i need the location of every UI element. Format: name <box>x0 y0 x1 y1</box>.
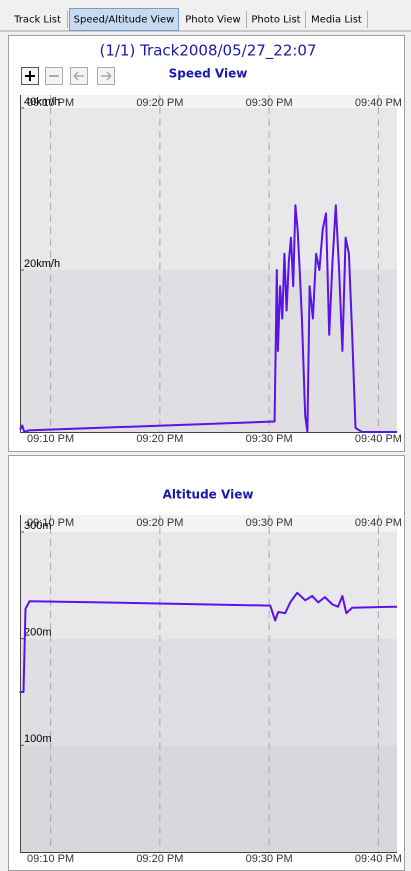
x-tick-label-top: 09:30 PM <box>246 517 293 529</box>
scroll-right-button[interactable] <box>97 67 115 85</box>
x-tick-label-top: 09:40 PM <box>355 97 402 109</box>
chart: Speed View 09:10 PM 09:10 PM 09:20 PM 09:20 … <box>19 67 402 445</box>
chart-title: Altitude View <box>163 488 254 502</box>
zoom-out-button[interactable] <box>45 67 63 85</box>
x-tick-label: 09:10 PM <box>27 853 74 865</box>
right-arrow-icon <box>101 71 112 81</box>
y-tick-label: 40km/h <box>24 96 60 108</box>
x-tick-label-top: 09:20 PM <box>136 517 183 529</box>
tab-label[interactable]: Track List <box>13 15 61 26</box>
x-tick-label: 09:40 PM <box>355 853 402 865</box>
tab[interactable] <box>8 8 67 31</box>
plot-band <box>20 108 397 270</box>
plot-band <box>20 515 397 532</box>
plot-band <box>20 270 397 432</box>
chart: Altitude View 09:10 PM 09:10 PM 09:20 PM 09:… <box>19 488 402 865</box>
x-tick-label: 09:30 PM <box>246 433 293 445</box>
tab-label[interactable]: Photo List <box>251 15 300 26</box>
data-line <box>19 591 398 693</box>
charts: Speed View 09:10 PM 09:10 PM 09:20 PM 09:20 … <box>19 67 402 865</box>
chart-title: Speed View <box>169 67 248 81</box>
scroll-left-button[interactable] <box>70 67 88 85</box>
x-tick-label: 09:30 PM <box>246 853 293 865</box>
y-tick-label: 20km/h <box>24 258 60 270</box>
zoom-in-button[interactable] <box>21 67 39 85</box>
x-tick-label-top: 09:10 PM <box>27 517 74 529</box>
left-arrow-icon <box>73 71 84 81</box>
x-tick-label: 09:20 PM <box>136 853 183 865</box>
tab-strip: Track List Speed/Altitude View Photo View P… <box>8 8 368 31</box>
plot-band <box>20 638 397 746</box>
plot-band <box>20 532 397 639</box>
tab[interactable] <box>306 8 367 31</box>
data-line <box>19 204 397 433</box>
x-tick-label-top: 09:40 PM <box>355 517 402 529</box>
tab[interactable] <box>180 8 246 31</box>
x-tick-label-top: 09:20 PM <box>136 97 183 109</box>
y-tick-label: 200m <box>24 627 52 639</box>
plot-band <box>20 95 397 108</box>
tab-label[interactable]: Photo View <box>185 15 240 26</box>
y-tick-label: 100m <box>24 733 52 745</box>
tab-label[interactable]: Media List <box>311 15 362 26</box>
x-tick-label: 09:40 PM <box>355 433 402 445</box>
tab-label[interactable]: Speed/Altitude View <box>74 15 175 26</box>
y-tick-label: 300m <box>24 520 52 532</box>
tab[interactable] <box>69 8 179 31</box>
plus-icon <box>25 71 35 81</box>
plot-band <box>20 745 397 852</box>
x-tick-label-top: 09:30 PM <box>246 97 293 109</box>
x-tick-label: 09:20 PM <box>136 433 183 445</box>
tab[interactable] <box>247 8 305 31</box>
x-tick-label: 09:10 PM <box>27 433 74 445</box>
x-tick-label-top: 09:10 PM <box>27 97 74 109</box>
track-title: (1/1) Track2008/05/27_22:07 <box>99 42 316 61</box>
